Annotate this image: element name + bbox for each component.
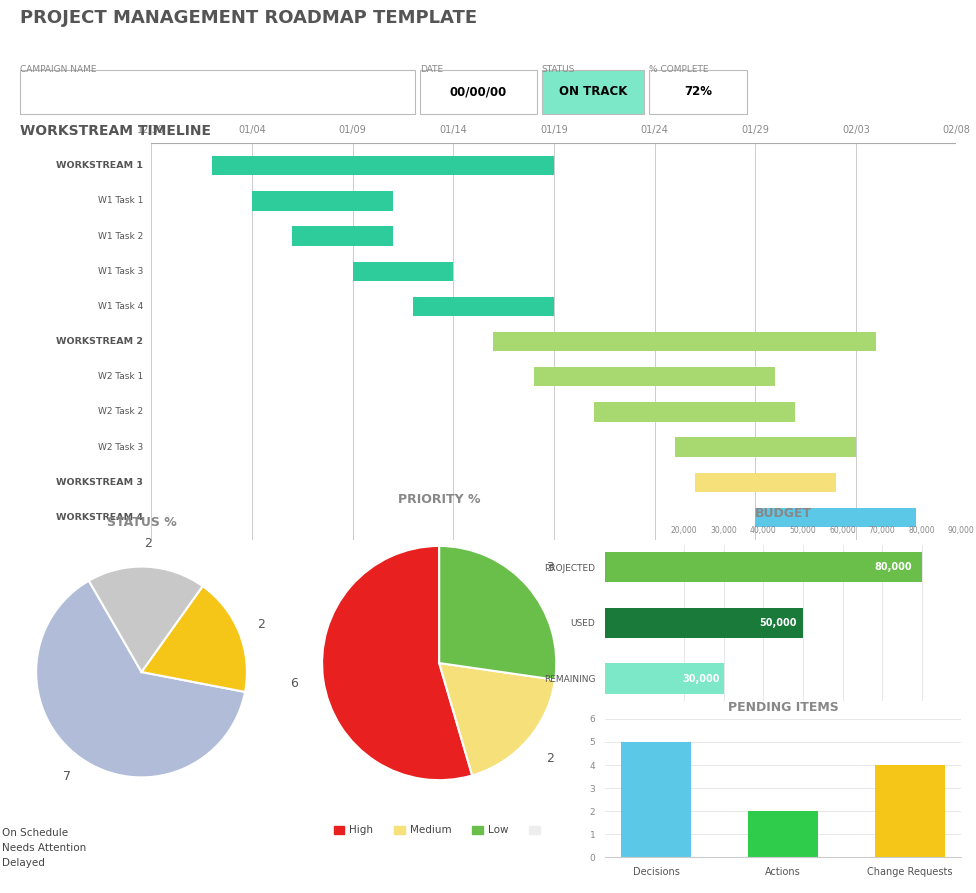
Text: 50,000: 50,000 (759, 618, 797, 628)
Text: ON TRACK: ON TRACK (558, 85, 628, 98)
Bar (252, 191, 393, 211)
Text: W2 Task 3: W2 Task 3 (98, 443, 143, 452)
Text: W1 Task 2: W1 Task 2 (98, 231, 143, 240)
Text: WORKSTREAM 1: WORKSTREAM 1 (57, 162, 143, 171)
FancyBboxPatch shape (649, 70, 747, 113)
Bar (605, 552, 921, 582)
Text: WORKSTREAM 3: WORKSTREAM 3 (57, 478, 143, 487)
FancyBboxPatch shape (542, 70, 644, 113)
Bar (622, 742, 691, 857)
Legend: High, Medium, Low, : High, Medium, Low, (330, 821, 549, 839)
Text: WORKSTREAM TIMELINE: WORKSTREAM TIMELINE (20, 124, 211, 138)
Text: 30,000: 30,000 (683, 673, 720, 683)
Bar (875, 765, 945, 857)
FancyBboxPatch shape (420, 70, 537, 113)
Text: DATE: DATE (420, 65, 443, 74)
Bar (494, 332, 876, 351)
Bar (292, 227, 393, 246)
Bar (534, 367, 775, 387)
Bar (605, 607, 803, 638)
Wedge shape (36, 580, 245, 778)
Text: 3: 3 (546, 561, 553, 573)
Title: STATUS %: STATUS % (106, 516, 177, 530)
Bar (212, 156, 554, 175)
Bar (605, 663, 724, 694)
Text: STATUS: STATUS (542, 65, 575, 74)
Wedge shape (322, 546, 472, 780)
Text: CAMPAIGN NAME: CAMPAIGN NAME (20, 65, 96, 74)
Text: 00/00/00: 00/00/00 (450, 85, 507, 98)
Text: WORKSTREAM 2: WORKSTREAM 2 (57, 337, 143, 346)
Wedge shape (89, 566, 203, 672)
Text: 6: 6 (290, 678, 299, 690)
Legend: On Schedule, Needs Attention, Delayed: On Schedule, Needs Attention, Delayed (0, 823, 90, 872)
Text: 80,000: 80,000 (874, 563, 913, 572)
Bar (749, 811, 818, 857)
Text: W1 Task 4: W1 Task 4 (98, 302, 143, 311)
Text: 2: 2 (143, 537, 151, 550)
Bar (755, 508, 916, 527)
Text: W2 Task 1: W2 Task 1 (98, 372, 143, 381)
Text: W1 Task 3: W1 Task 3 (98, 267, 143, 276)
FancyBboxPatch shape (20, 70, 415, 113)
Text: PROJECT MANAGEMENT ROADMAP TEMPLATE: PROJECT MANAGEMENT ROADMAP TEMPLATE (20, 9, 476, 28)
Text: 2: 2 (546, 753, 553, 765)
Bar (674, 438, 856, 456)
Wedge shape (142, 586, 247, 692)
Text: WORKSTREAM 4: WORKSTREAM 4 (57, 513, 143, 522)
Bar (594, 402, 795, 421)
Title: PRIORITY %: PRIORITY % (398, 493, 480, 505)
Text: W2 Task 2: W2 Task 2 (99, 407, 143, 416)
Title: PENDING ITEMS: PENDING ITEMS (728, 700, 838, 714)
Text: 2: 2 (257, 618, 264, 630)
Bar (695, 472, 835, 492)
Text: 72%: 72% (684, 85, 712, 98)
Wedge shape (439, 546, 556, 680)
Text: 7: 7 (62, 771, 71, 783)
Wedge shape (439, 663, 555, 775)
Text: % COMPLETE: % COMPLETE (649, 65, 709, 74)
Bar (413, 296, 554, 316)
Title: BUDGET: BUDGET (754, 507, 812, 520)
Text: W1 Task 1: W1 Task 1 (98, 196, 143, 205)
Bar (352, 262, 453, 281)
